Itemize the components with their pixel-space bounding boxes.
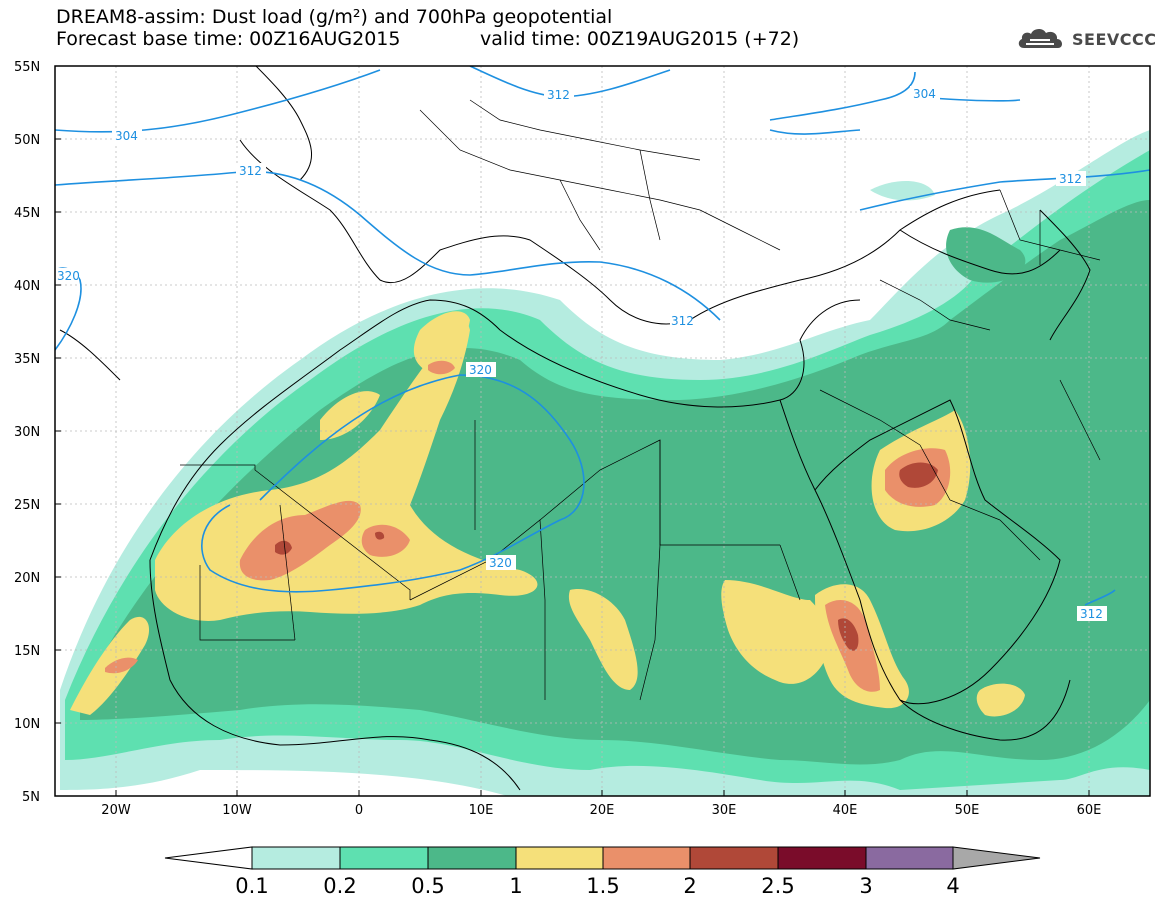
valid-time: valid time: 00Z19AUG2015 (+72) <box>480 28 800 50</box>
colorbar-label-1: 1 <box>509 874 522 898</box>
lat-label-25n: 25N <box>14 498 40 513</box>
dust-region-1-somalia <box>976 683 1025 717</box>
contour-label-304-west: 304 <box>115 129 138 143</box>
colorbar-bin-0.5 <box>427 846 517 870</box>
lon-label-50e: 50E <box>955 803 980 818</box>
cloud-icon <box>1018 28 1063 48</box>
latitude-labels: 55N 50N 45N 40N 35N 30N 25N 20N 15N 10N … <box>14 60 40 805</box>
dust-region-0.1-north <box>870 180 935 201</box>
seevccc-logo: SEEVCCC <box>1016 26 1157 52</box>
colorbar-bin-2 <box>689 846 779 870</box>
dust-region-1.5-algeria <box>361 524 410 557</box>
colorbar-bin-0.2 <box>339 846 429 870</box>
lon-label-60e: 60E <box>1077 803 1102 818</box>
colorbar-label-0.1: 0.1 <box>235 874 268 898</box>
forecast-base-time: Forecast base time: 00Z16AUG2015 <box>56 28 401 50</box>
lon-label-0: 0 <box>355 803 363 818</box>
colorbar-bin-3 <box>865 846 954 870</box>
lat-label-15n: 15N <box>14 644 40 659</box>
contour-label-312-arabian-sea: 312 <box>1080 607 1103 621</box>
contour-label-320-south: 320 <box>489 556 512 570</box>
dust-region-2-algeria <box>375 531 385 540</box>
colorbar-label-0.2: 0.2 <box>323 874 356 898</box>
map-field: 304 312 312 304 312 320 320 320 312 312 <box>55 66 1150 796</box>
lat-label-10n: 10N <box>14 717 40 732</box>
lon-label-10w: 10W <box>222 803 252 818</box>
chart-title: DREAM8-assim: Dust load (g/m²) and 700hP… <box>56 6 613 28</box>
colorbar <box>164 846 1041 870</box>
colorbar-label-2.5: 2.5 <box>761 874 794 898</box>
lat-label-35n: 35N <box>14 352 40 367</box>
colorbar-labels: 0.1 0.2 0.5 1 1.5 2 2.5 3 4 <box>235 874 959 898</box>
colorbar-label-3: 3 <box>859 874 872 898</box>
graticule <box>55 66 1150 796</box>
contour-label-304-east: 304 <box>913 87 936 101</box>
lat-label-45n: 45N <box>14 206 40 221</box>
contour-label-320-west: 320 <box>57 269 80 283</box>
colorbar-label-2: 2 <box>683 874 696 898</box>
contour-label-312-west: 312 <box>239 164 262 178</box>
lon-label-30e: 30E <box>712 803 737 818</box>
dust-region-2-arabia <box>899 462 938 488</box>
logo-text: SEEVCCC <box>1072 29 1157 49</box>
contour-label-312-north: 312 <box>547 88 570 102</box>
country-borders <box>180 99 1101 701</box>
dust-region-0.5-east <box>946 227 1026 283</box>
colorbar-label-0.5: 0.5 <box>411 874 444 898</box>
dust-region-1.5-west <box>105 657 138 674</box>
axis-ticks <box>55 65 1090 796</box>
colorbar-bin-1.5 <box>602 846 691 870</box>
dust-region-1.5-mali <box>239 500 361 581</box>
lat-label-40n: 40N <box>14 279 40 294</box>
contour-label-group: 304 312 312 304 312 320 320 320 312 312 <box>55 86 1107 621</box>
colorbar-bin-2.5 <box>777 846 867 870</box>
colorbar-bin-1 <box>515 846 604 870</box>
lat-label-5n: 5N <box>22 790 40 805</box>
dust-region-1-chad <box>568 589 638 690</box>
dust-region-1-tunisia <box>413 311 470 370</box>
dust-region-1-atlas <box>320 391 380 440</box>
dust-region-1.5-tunisia <box>428 360 455 375</box>
lon-label-20w: 20W <box>101 803 131 818</box>
colorbar-label-4: 4 <box>946 874 959 898</box>
dust-region-2-redsea <box>838 618 859 651</box>
coastlines <box>59 66 1091 791</box>
colorbar-bin-0.1 <box>251 846 341 870</box>
contour-label-320-north: 320 <box>469 363 492 377</box>
lon-label-40e: 40E <box>833 803 858 818</box>
lat-label-55n: 55N <box>14 60 40 75</box>
colorbar-label-1.5: 1.5 <box>586 874 619 898</box>
longitude-labels: 20W 10W 0 10E 20E 30E 40E 50E 60E <box>101 803 1101 818</box>
geopotential-contours <box>55 66 1150 606</box>
dust-region-2-mali <box>275 540 292 555</box>
lon-label-10e: 10E <box>469 803 494 818</box>
contour-label-312-east: 312 <box>1059 172 1082 186</box>
dust-region-0.5 <box>80 200 1150 765</box>
contour-label-312-aegean: 312 <box>671 314 694 328</box>
lon-label-20e: 20E <box>590 803 615 818</box>
lat-label-20n: 20N <box>14 571 40 586</box>
lat-label-30n: 30N <box>14 425 40 440</box>
colorbar-arrow-low <box>164 846 253 870</box>
lat-label-50n: 50N <box>14 133 40 148</box>
colorbar-arrow-high <box>952 846 1041 870</box>
dust-region-1-sudan <box>721 580 830 684</box>
